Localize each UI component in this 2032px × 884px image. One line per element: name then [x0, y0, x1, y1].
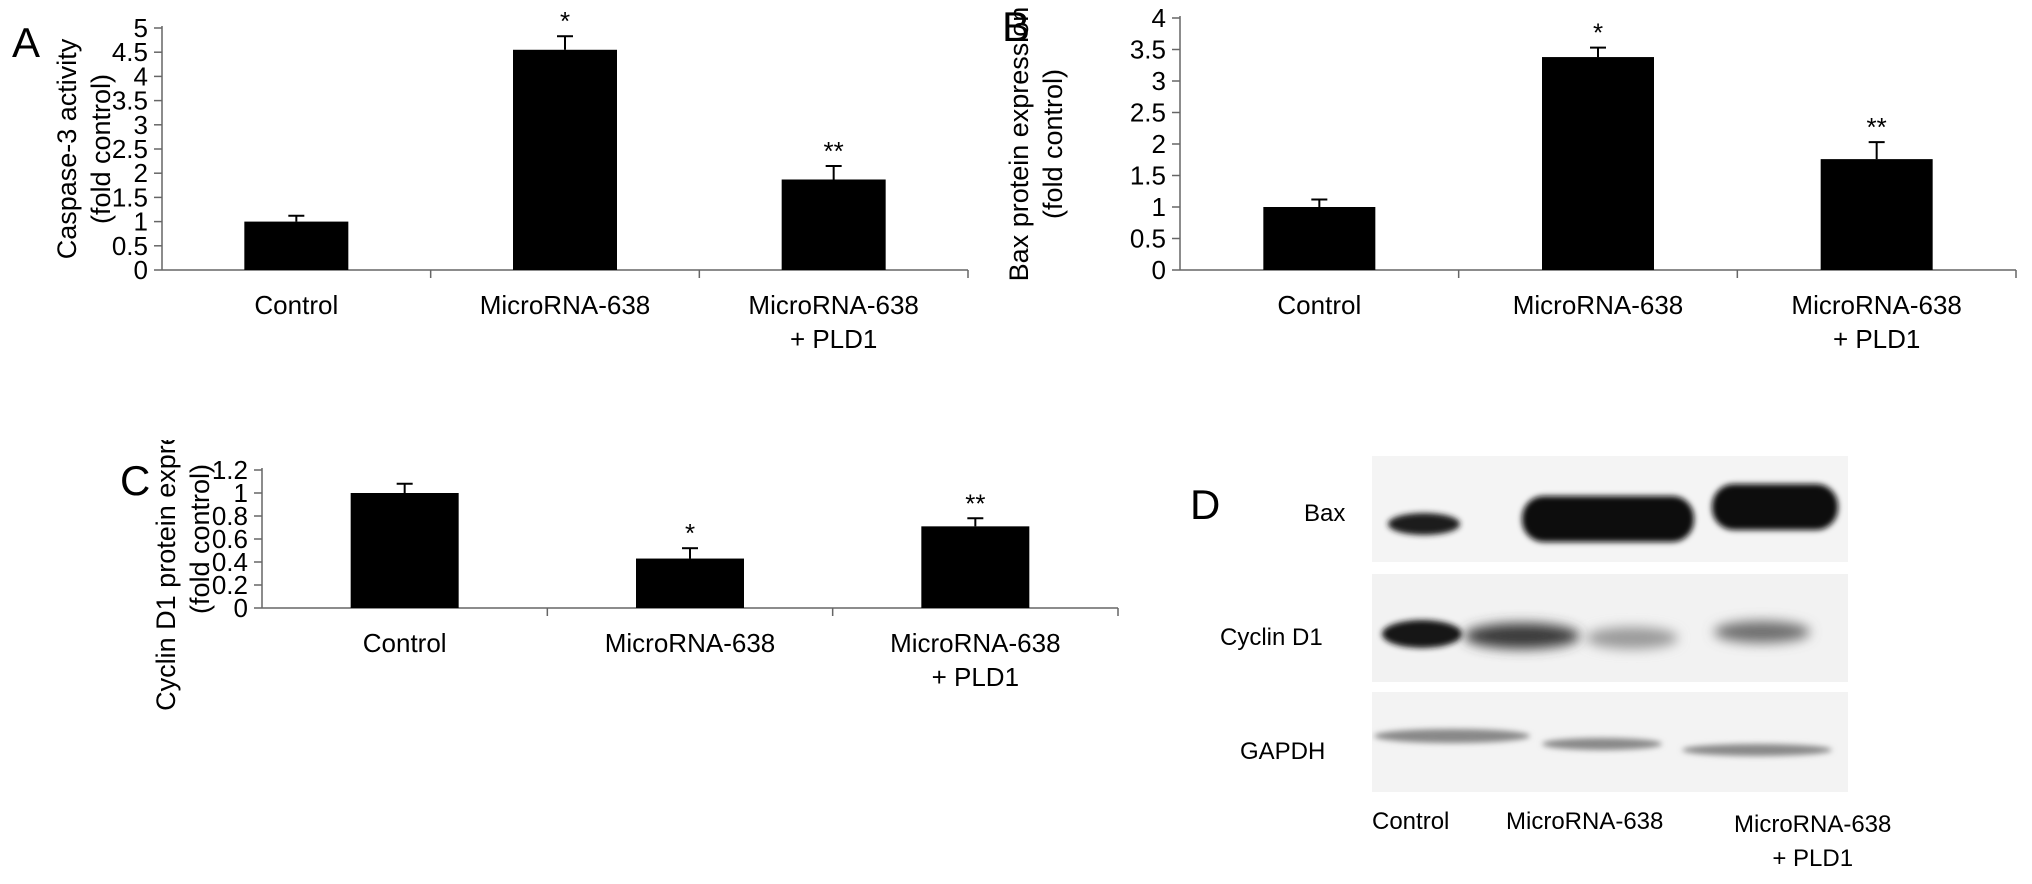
category-label: MicroRNA-638	[748, 290, 919, 320]
y-tick-label: 3	[1152, 66, 1166, 96]
blot-band-bax-mir638	[1522, 496, 1694, 542]
category-label: + PLD1	[790, 324, 877, 354]
y-tick-label: 4	[134, 61, 148, 91]
y-tick-label: 2	[1152, 129, 1166, 159]
bar	[244, 221, 349, 270]
bar	[636, 558, 744, 608]
y-tick-label: 5	[134, 13, 148, 43]
blot-band-cyclin-mir638-pld1	[1714, 621, 1810, 643]
y-tick-label: 2	[134, 158, 148, 188]
blot-band-gapdh-mir638-pld1	[1682, 744, 1832, 756]
bar	[350, 493, 459, 608]
blot-band-gapdh-control	[1374, 729, 1530, 743]
category-label: MicroRNA-638	[480, 290, 651, 320]
category-label: MicroRNA-638	[1791, 290, 1962, 320]
blot-band-bax-control	[1388, 513, 1460, 535]
chart-c-cyclin-d1: 00.20.40.60.811.2 Control * MicroRNA-638 ** M…	[151, 440, 1119, 711]
category-label: + PLD1	[1833, 324, 1920, 354]
bar	[1542, 57, 1654, 271]
bar	[513, 49, 617, 270]
significance-marker: **	[1867, 112, 1887, 142]
blot-band-cyclin-control	[1382, 620, 1462, 648]
blot-band-cyclin-mir638	[1586, 627, 1678, 649]
blot-row-label-bax: Bax	[1304, 500, 1346, 527]
y-tick-label: 0.8	[212, 501, 248, 531]
y-tick-label: 0.6	[212, 524, 248, 554]
y-axis-title: Bax protein expression	[1004, 7, 1034, 282]
blot-lane-label-mir638-pld1: MicroRNA-638 + PLD1	[1734, 808, 1891, 876]
chart-b-bax: 00.511.522.533.54 Control * MicroRNA-638 ** M…	[1004, 3, 2017, 354]
y-tick-label: 0.5	[112, 231, 148, 261]
y-tick-label: 0.5	[1130, 224, 1166, 254]
y-tick-label: 1.5	[1130, 161, 1166, 191]
y-tick-label: 3.5	[112, 86, 148, 116]
category-label: Control	[363, 628, 447, 658]
y-axis-title: (fold control)	[86, 74, 116, 224]
significance-marker: **	[965, 488, 985, 518]
y-tick-label: 2.5	[1130, 98, 1166, 128]
y-tick-label: 1.5	[112, 182, 148, 212]
y-tick-label: 0.4	[212, 547, 248, 577]
blot-row-label-cyclin-d1: Cyclin D1	[1220, 624, 1323, 651]
blot-lane-label-control: Control	[1372, 808, 1450, 835]
panel-label-c: C	[120, 457, 151, 504]
y-tick-label: 1.2	[212, 455, 248, 485]
chart-a-caspase3: 00.511.522.533.544.55 Control * MicroRNA-63…	[52, 6, 969, 354]
category-label: + PLD1	[932, 662, 1019, 692]
category-label: MicroRNA-638	[1513, 290, 1684, 320]
category-label: MicroRNA-638	[890, 628, 1061, 658]
y-tick-label: 3.5	[1130, 35, 1166, 65]
significance-marker: *	[560, 6, 570, 36]
panel-label-b: B	[1002, 3, 1031, 50]
significance-marker: *	[685, 518, 695, 548]
y-axis-title: (fold control)	[1038, 69, 1068, 219]
panel-label-a: A	[12, 19, 41, 66]
blot-lane-label-line: MicroRNA-638	[1734, 811, 1892, 838]
y-tick-label: 3	[134, 110, 148, 140]
western-blot-image	[1372, 456, 1848, 792]
y-tick-label: 0.2	[212, 570, 248, 600]
y-axis-title: (fold control)	[185, 464, 215, 614]
y-tick-label: 0	[234, 593, 248, 623]
blot-band-bax-mir638-pld1	[1712, 484, 1838, 530]
y-tick-label: 1	[1152, 192, 1166, 222]
category-label: Control	[254, 290, 338, 320]
y-tick-label: 2.5	[112, 134, 148, 164]
significance-marker: *	[1593, 18, 1603, 48]
blot-lane-label-line: + PLD1	[1772, 845, 1854, 872]
y-axis-title: Cyclin D1 protein expression	[151, 440, 181, 711]
y-tick-label: 1	[234, 478, 248, 508]
blot-band-cyclin-control-2	[1464, 623, 1580, 649]
bar	[921, 526, 1030, 608]
significance-marker: **	[824, 136, 844, 166]
y-tick-label: 4	[1152, 3, 1166, 33]
category-label: MicroRNA-638	[605, 628, 776, 658]
blot-lane-label-mir638: MicroRNA-638	[1506, 808, 1664, 835]
y-axis-title: Caspase-3 activity	[52, 38, 82, 259]
bar	[1263, 207, 1376, 270]
category-label: Control	[1277, 290, 1361, 320]
blot-row-label-gapdh: GAPDH	[1240, 738, 1326, 765]
blot-band-gapdh-mir638	[1542, 738, 1662, 750]
y-tick-label: 0	[134, 255, 148, 285]
bar	[781, 179, 886, 270]
y-tick-label: 0	[1152, 255, 1166, 285]
panel-label-d: D	[1190, 481, 1221, 528]
bar	[1820, 159, 1933, 270]
y-tick-label: 1	[134, 207, 148, 237]
y-tick-label: 4.5	[112, 37, 148, 67]
